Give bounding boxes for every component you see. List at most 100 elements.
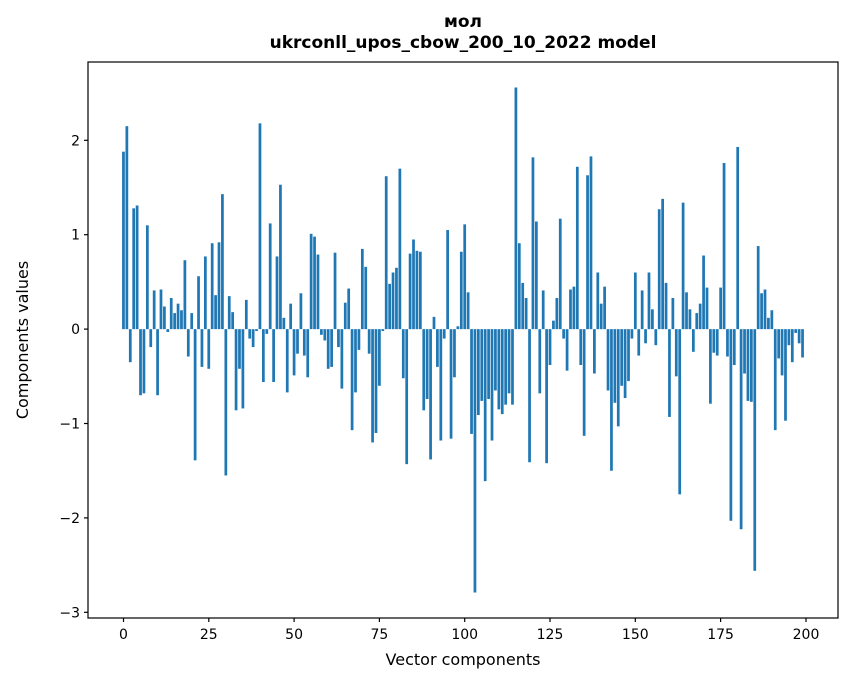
bar [531, 157, 535, 330]
bar [258, 123, 262, 330]
bar [541, 290, 545, 330]
y-tick-label: 0 [71, 322, 80, 338]
bar [726, 329, 729, 357]
y-axis-label: Components values [13, 261, 32, 419]
bar [125, 126, 129, 330]
bar [688, 309, 692, 330]
bar [490, 329, 494, 441]
y-tick-label: 1 [71, 228, 80, 244]
bar [671, 297, 675, 330]
bar [231, 312, 235, 330]
bar [296, 329, 299, 354]
bar [456, 326, 460, 330]
bar [732, 329, 736, 366]
bar [565, 329, 569, 371]
bar [337, 329, 340, 348]
bar [657, 209, 661, 330]
bar [712, 329, 716, 353]
bar [135, 205, 139, 330]
bar [463, 224, 467, 330]
bar [395, 267, 398, 330]
bar [166, 329, 170, 332]
bar [429, 329, 432, 460]
bar [749, 329, 753, 402]
x-tick-label: 100 [451, 627, 478, 643]
bar [265, 329, 269, 334]
bar [466, 292, 470, 330]
bar [633, 272, 637, 330]
bar [709, 329, 712, 404]
bar [149, 329, 153, 348]
x-tick-label: 75 [370, 627, 388, 643]
bar [384, 176, 388, 330]
bar [152, 290, 156, 330]
bar [780, 329, 784, 376]
bar [292, 329, 296, 376]
bar [436, 329, 439, 367]
bar [630, 329, 634, 339]
axes-spines [87, 61, 839, 619]
bar [241, 329, 245, 409]
bar [122, 151, 125, 330]
bar [773, 329, 777, 431]
bar [282, 317, 286, 330]
y-axis-ticks: −3 −2 −1 0 1 2 [59, 133, 88, 621]
bar [244, 299, 248, 330]
bar [654, 329, 658, 346]
bar [364, 266, 368, 330]
bar [210, 243, 214, 330]
bar [224, 329, 228, 476]
bar [313, 236, 316, 330]
bar [238, 329, 241, 369]
bar [691, 329, 695, 352]
x-tick-label: 50 [285, 627, 303, 643]
bar [562, 329, 566, 339]
bar [637, 329, 641, 356]
bar [763, 289, 767, 330]
bar [627, 329, 630, 382]
bar [668, 329, 671, 417]
bar [227, 296, 231, 330]
bar [487, 329, 490, 399]
bar [548, 329, 552, 366]
bar [453, 329, 456, 378]
bar [398, 168, 402, 330]
bar [651, 309, 654, 330]
bar [360, 248, 364, 330]
bar [504, 329, 508, 405]
bar [470, 329, 473, 434]
bar [596, 272, 600, 330]
bar [494, 329, 497, 391]
x-axis-label: Vector components [386, 650, 541, 669]
bar [193, 329, 197, 461]
bar [405, 329, 409, 465]
x-tick-label: 150 [622, 627, 649, 643]
bar [186, 329, 190, 357]
bar [459, 251, 463, 330]
bar [180, 310, 183, 330]
bar [620, 329, 624, 386]
bar [285, 329, 289, 393]
bar [262, 329, 265, 382]
bar [736, 146, 740, 330]
bar [367, 329, 371, 354]
x-tick-label: 25 [200, 627, 218, 643]
bar [449, 329, 453, 439]
x-axis-ticks: 0 25 50 75 100 125 150 175 200 [119, 618, 819, 643]
bar [255, 329, 258, 332]
bar [790, 329, 794, 363]
bar [613, 329, 617, 403]
bar [289, 303, 293, 330]
bar [770, 310, 774, 330]
bar [715, 329, 719, 356]
bar [593, 329, 596, 374]
bar [545, 329, 548, 464]
bar [480, 329, 484, 401]
bar [234, 329, 238, 411]
bar [678, 329, 682, 495]
bar [309, 233, 313, 330]
bar [538, 329, 542, 394]
bar [374, 329, 378, 433]
